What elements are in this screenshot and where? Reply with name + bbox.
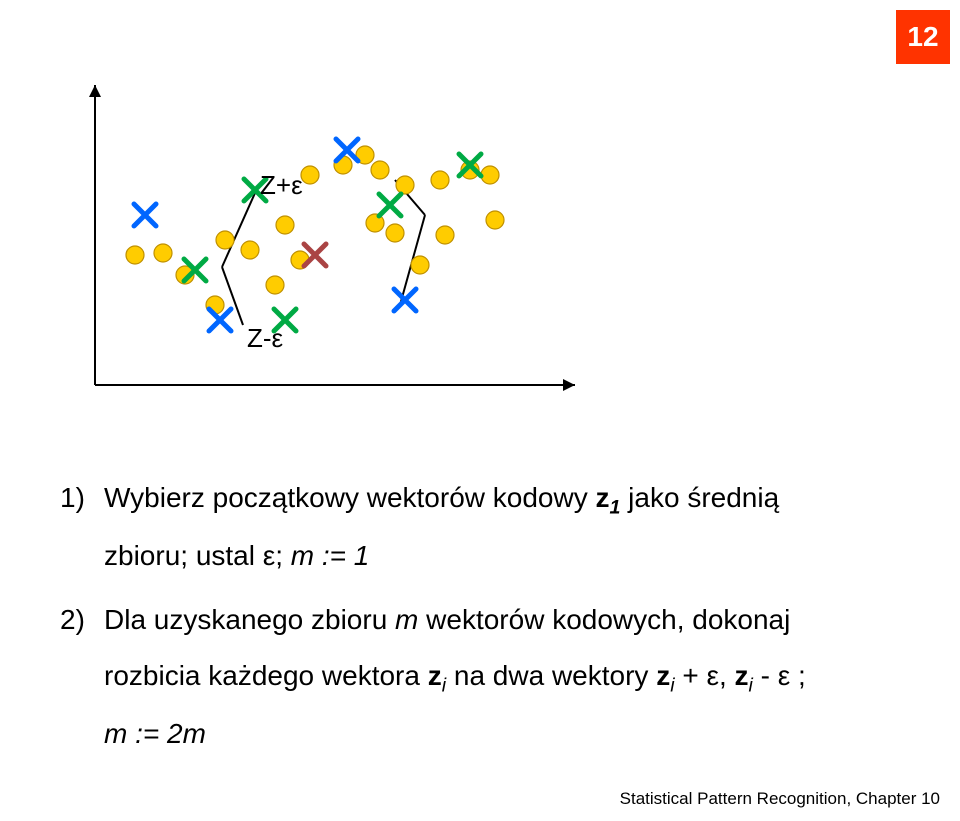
step-2-line2-b: na dwa wektory <box>446 660 656 691</box>
chart-svg <box>75 75 595 405</box>
plus-eps: + ε, <box>675 660 735 691</box>
step-1-number: 1) <box>60 470 104 526</box>
step-1-line2: zbioru; ustal ε; m := 1 <box>60 528 900 584</box>
step-2: 2)Dla uzyskanego zbioru m wektorów kodow… <box>60 592 900 762</box>
algorithm-text: 1)Wybierz początkowy wektorów kodowy z1 … <box>60 470 900 770</box>
step-2-line2: rozbicia każdego wektora zi na dwa wekto… <box>60 648 900 706</box>
z-minus-epsilon-label: Z-ε <box>247 323 283 354</box>
minus-eps: - ε ; <box>753 660 806 691</box>
step-1: 1)Wybierz początkowy wektorów kodowy z1 … <box>60 470 900 584</box>
step-2-line2-a: rozbicia każdego wektora <box>104 660 428 691</box>
m-assign-2m: m := 2m <box>60 706 900 762</box>
vector-z: z <box>595 482 609 513</box>
step-2-text-a: Dla uzyskanego zbioru <box>104 604 395 635</box>
footer-citation: Statistical Pattern Recognition, Chapter… <box>620 789 940 809</box>
m-assign-1: m := 1 <box>291 540 370 571</box>
step-1-text-b: jako średnią <box>620 482 779 513</box>
m-var: m <box>395 604 418 635</box>
step-2-number: 2) <box>60 592 104 648</box>
vector-z-sub1: 1 <box>609 497 620 519</box>
page-number-badge: 12 <box>896 10 950 64</box>
zi-3: z <box>735 660 749 691</box>
step-1-text-a: Wybierz początkowy wektorów kodowy <box>104 482 595 513</box>
z-plus-epsilon-label: Z+ε <box>260 170 303 201</box>
step-1-line2-text: zbioru; ustal ε; <box>104 540 291 571</box>
zi-1: z <box>428 660 442 691</box>
zi-2: z <box>656 660 670 691</box>
scatter-chart: Z+ε Z-ε <box>75 75 595 405</box>
step-2-text-b: wektorów kodowych, dokonaj <box>418 604 790 635</box>
